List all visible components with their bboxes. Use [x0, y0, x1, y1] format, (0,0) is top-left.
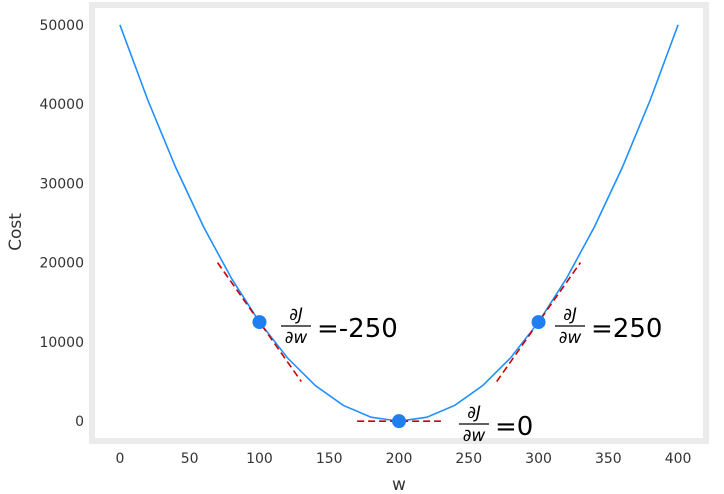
y-tick-label: 30000	[39, 176, 84, 192]
y-tick-label: 10000	[39, 335, 84, 351]
x-tick-label: 0	[115, 451, 124, 467]
x-tick-label: 100	[246, 451, 273, 467]
annotation-value: =0	[495, 412, 533, 442]
point	[531, 315, 546, 330]
plot-frame	[89, 2, 709, 444]
x-tick-label: 400	[665, 451, 692, 467]
fraction-denominator: ∂w	[559, 328, 582, 348]
x-tick-label: 250	[455, 451, 482, 467]
fraction-numerator: ∂J	[289, 305, 303, 325]
y-tick-label: 40000	[39, 97, 84, 113]
point	[392, 414, 406, 429]
fraction-denominator: ∂w	[463, 426, 486, 446]
annotation-value: =-250	[317, 314, 398, 344]
y-tick-label: 0	[75, 414, 84, 430]
x-tick-label: 150	[316, 451, 343, 467]
x-tick-label: 200	[386, 451, 413, 467]
x-tick-label: 350	[595, 451, 622, 467]
fraction-numerator: ∂J	[563, 305, 577, 325]
annotation-value: =250	[591, 314, 662, 344]
point	[252, 315, 267, 330]
fraction-denominator: ∂w	[285, 328, 308, 348]
x-axis-label: w	[392, 475, 406, 494]
y-tick-label: 20000	[39, 256, 84, 272]
fraction-numerator: ∂J	[467, 403, 481, 423]
x-tick-label: 300	[525, 451, 552, 467]
y-tick-label: 50000	[39, 18, 84, 34]
x-tick-label: 50	[181, 451, 199, 467]
y-axis-label: Cost	[6, 213, 26, 251]
